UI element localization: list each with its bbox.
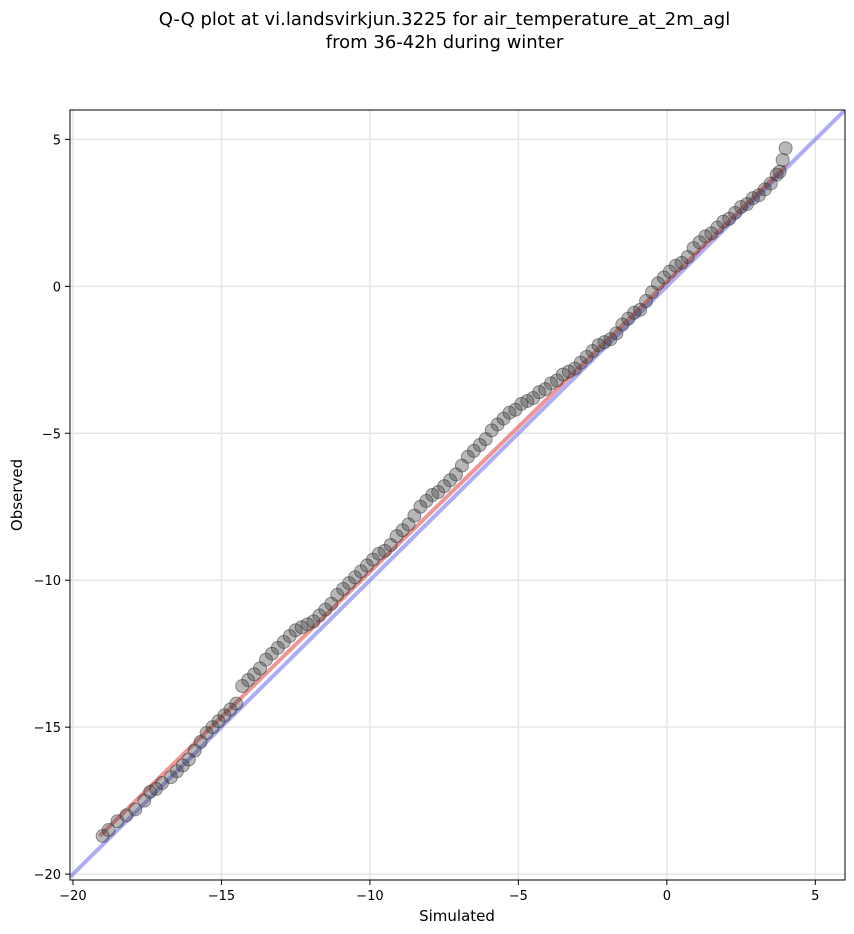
qq-point <box>538 382 553 397</box>
qq-point <box>101 823 116 838</box>
qq-point <box>692 235 707 250</box>
y-axis-ticks: 5 0 −5 −10 −15 −20 <box>34 133 70 883</box>
qq-point <box>258 652 273 667</box>
qq-point <box>169 764 184 779</box>
chart-title: Q-Q plot at vi.landsvirkjun.3225 for air… <box>158 9 731 53</box>
x-tick-label: 0 <box>663 889 671 904</box>
qq-point <box>772 164 787 179</box>
qq-point <box>205 720 220 735</box>
qq-point <box>336 582 351 597</box>
x-axis-label: Simulated <box>419 907 495 925</box>
qq-point <box>751 188 766 203</box>
qq-point <box>217 708 232 723</box>
qq-point <box>674 255 689 270</box>
y-tick-label: −5 <box>42 427 61 442</box>
qq-point <box>508 402 523 417</box>
qq-point <box>728 205 743 220</box>
qq-point <box>757 182 772 197</box>
qq-point <box>128 802 143 817</box>
qq-point <box>223 702 238 717</box>
x-tick-label: −15 <box>208 889 235 904</box>
qq-point <box>621 311 636 326</box>
qq-point <box>579 349 594 364</box>
qq-point <box>722 211 737 226</box>
y-tick-label: 5 <box>53 133 61 148</box>
qq-point <box>460 449 475 464</box>
qq-point <box>282 629 297 644</box>
plot-frame <box>69 109 846 881</box>
qq-point <box>603 332 618 347</box>
qq-point <box>95 828 110 843</box>
y-tick-label: 0 <box>53 280 61 295</box>
qq-point <box>615 317 630 332</box>
qq-point <box>437 479 452 494</box>
qq-point <box>149 781 164 796</box>
qq-point <box>348 570 363 585</box>
qq-point <box>330 587 345 602</box>
qq-point <box>365 552 380 567</box>
qq-point <box>496 411 511 426</box>
qq-point <box>163 770 178 785</box>
qq-point <box>775 152 790 167</box>
y-axis-label: Observed <box>8 459 26 531</box>
y-tick-label: −20 <box>34 868 61 883</box>
qq-point <box>656 270 671 285</box>
qq-point <box>359 558 374 573</box>
qq-point <box>235 679 250 694</box>
qq-point <box>466 443 481 458</box>
qq-point <box>573 355 588 370</box>
qq-point <box>778 141 793 156</box>
qq-point <box>241 673 256 688</box>
x-tick-label: −5 <box>509 889 528 904</box>
qq-point <box>704 226 719 241</box>
qq-point <box>199 726 214 741</box>
qq-point <box>342 576 357 591</box>
qq-point <box>270 640 285 655</box>
y-tick-label: −15 <box>34 721 61 736</box>
qq-point <box>686 241 701 256</box>
qq-point <box>377 543 392 558</box>
qq-point <box>318 602 333 617</box>
y-tick-label: −10 <box>34 574 61 589</box>
qq-point <box>472 438 487 453</box>
qq-point <box>353 564 368 579</box>
qq-point <box>306 614 321 629</box>
qq-point <box>276 634 291 649</box>
qq-point <box>264 646 279 661</box>
qq-point <box>662 264 677 279</box>
qq-point <box>567 361 582 376</box>
grid <box>70 110 845 880</box>
data-points <box>95 141 793 843</box>
qq-point <box>413 499 428 514</box>
x-tick-label: 5 <box>811 889 819 904</box>
x-tick-label: −10 <box>356 889 383 904</box>
qq-point <box>490 417 505 432</box>
qq-point <box>431 485 446 500</box>
qq-point <box>229 696 244 711</box>
qq-point <box>484 423 499 438</box>
x-tick-label: −20 <box>59 889 86 904</box>
qq-point <box>312 608 327 623</box>
qq-point <box>247 667 262 682</box>
qq-point <box>211 714 226 729</box>
qq-point <box>419 493 434 508</box>
qq-point <box>740 197 755 212</box>
qq-point <box>650 276 665 291</box>
qq-point <box>526 391 541 406</box>
qq-point <box>710 220 725 235</box>
qq-point <box>389 529 404 544</box>
x-axis-ticks: −20 −15 −10 −5 0 5 <box>59 880 819 904</box>
qq-point <box>549 373 564 388</box>
qq-point <box>395 523 410 538</box>
qq-point <box>443 473 458 488</box>
qq-point <box>585 343 600 358</box>
qq-point <box>175 758 190 773</box>
